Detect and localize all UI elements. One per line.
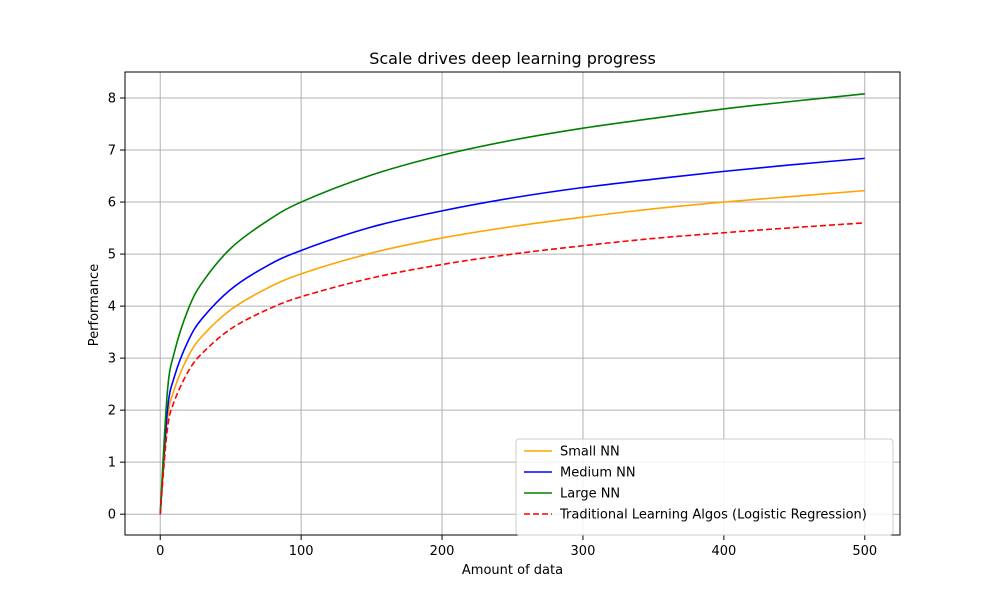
x-tick-label: 0	[156, 544, 164, 559]
plot-frame	[124, 71, 901, 536]
legend-label: Medium NN	[560, 466, 636, 481]
y-tick-label: 4	[108, 300, 116, 315]
legend-label: Traditional Learning Algos (Logistic Reg…	[559, 508, 867, 523]
y-tick-label: 1	[108, 456, 116, 471]
y-tick-label: 8	[108, 92, 116, 107]
series-line-2	[159, 93, 865, 515]
legend-box	[515, 438, 894, 536]
series-line-1	[159, 157, 865, 515]
y-tick-label: 2	[108, 404, 116, 419]
y-tick-label: 3	[108, 352, 116, 367]
legend-label: Small NN	[560, 445, 620, 460]
legend: Small NN Medium NN Large NN Traditional Lea…	[515, 438, 894, 536]
legend-label: Large NN	[560, 487, 620, 502]
series-line-0	[159, 189, 865, 515]
y-tick-label: 5	[108, 248, 116, 263]
y-tick-label: 0	[108, 508, 116, 523]
series-lines	[159, 93, 865, 515]
x-tick-label: 400	[711, 544, 736, 559]
x-tick-label: 200	[430, 544, 455, 559]
x-axis-label: Amount of data	[462, 563, 563, 578]
x-tick-label: 300	[571, 544, 596, 559]
series-line-3	[159, 222, 865, 515]
y-tick-label: 7	[108, 144, 116, 159]
x-tick-label: 100	[289, 544, 314, 559]
y-tick-label: 6	[108, 196, 116, 211]
chart-title: Scale drives deep learning progress	[369, 49, 656, 68]
x-tick-label: 500	[852, 544, 877, 559]
axis-ticks: 0 100 200 300 400 500 0 1 2 3 4 5 6 7 8	[108, 92, 877, 559]
y-axis-label: Performance	[87, 264, 102, 346]
grid	[125, 72, 900, 535]
